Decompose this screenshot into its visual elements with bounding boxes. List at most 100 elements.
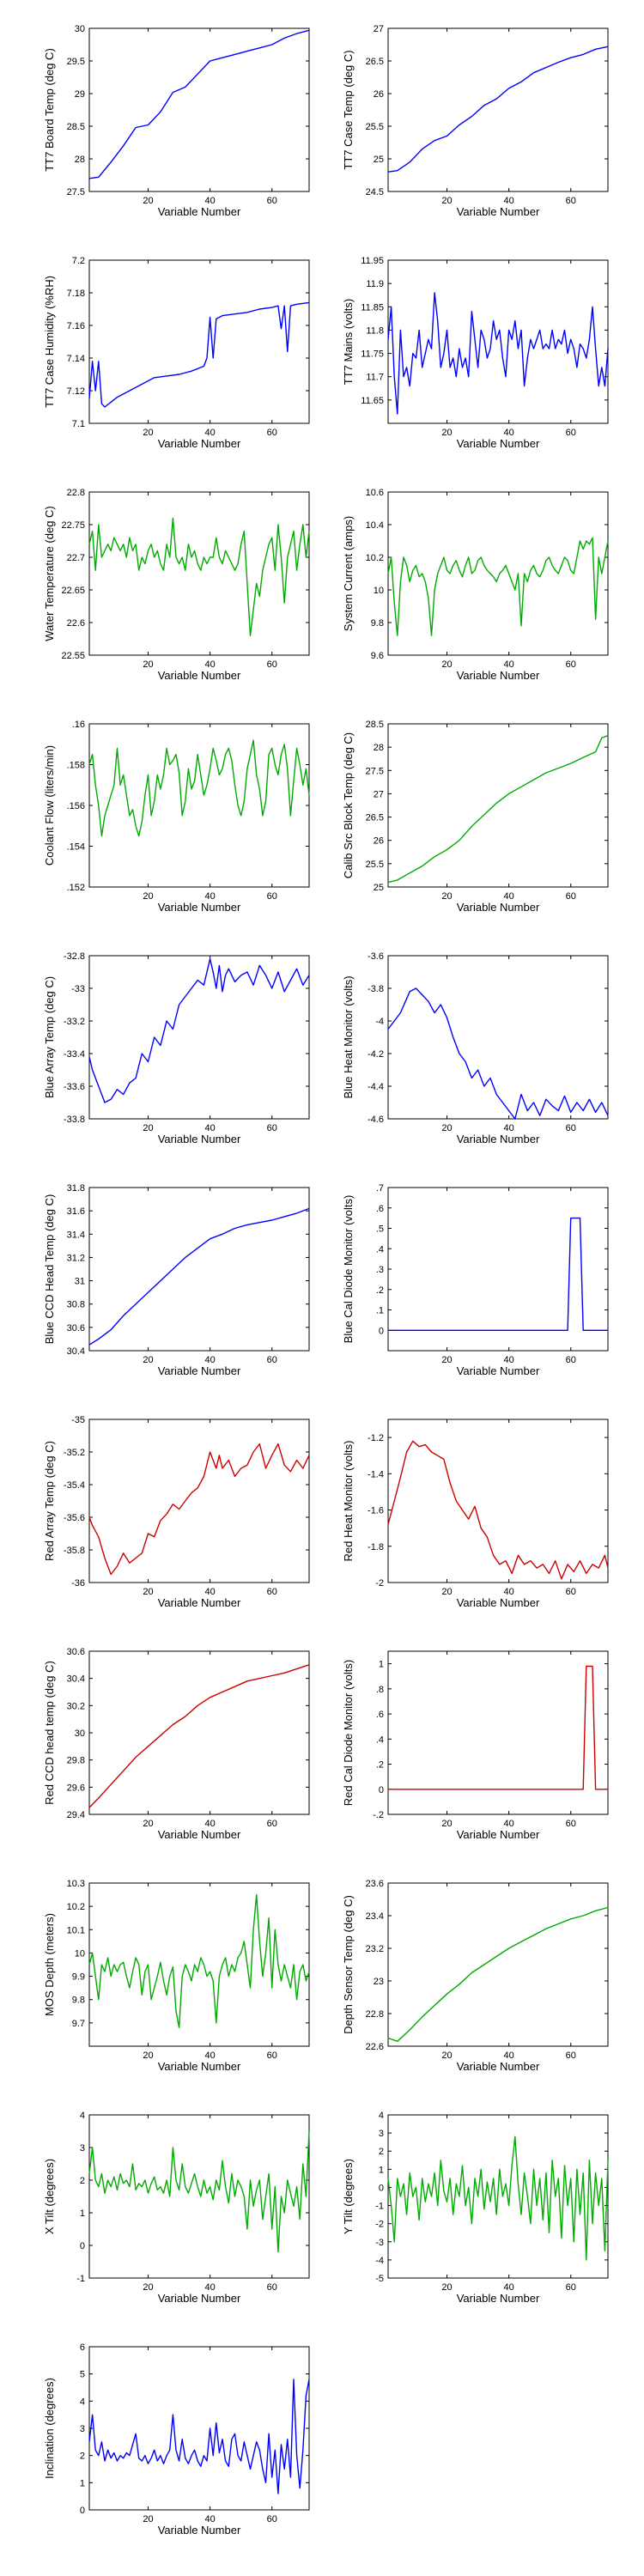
y-tick-label: 10 — [374, 586, 384, 596]
y-tick-label: .152 — [67, 883, 85, 893]
x-tick-label: 40 — [503, 1123, 513, 1133]
chart-8: 20 40 60 25 25.5 26 26.5 27 27.5 28 28.5 Variable N… — [342, 720, 609, 914]
series-line — [387, 537, 609, 636]
y-tick-label: 29.4 — [67, 1810, 85, 1820]
x-tick-label: 20 — [143, 1123, 153, 1133]
y-tick-label: .4 — [376, 1735, 384, 1745]
y-tick-label: .158 — [67, 761, 85, 771]
y-tick-label: .6 — [376, 1204, 384, 1214]
y-tick-label: 22.55 — [61, 651, 85, 661]
x-tick-label: 60 — [566, 2050, 576, 2061]
y-tick-label: -1.4 — [368, 1469, 384, 1479]
y-tick-label: 30.8 — [67, 1300, 85, 1310]
chart-7: 20 40 60 .152 .154 .156 .158 .16 Variable Number… — [43, 720, 310, 914]
series-line — [387, 292, 609, 415]
y-tick-label: -36 — [71, 1578, 85, 1589]
y-tick-label: 28 — [374, 743, 384, 753]
x-axis-label: Variable Number — [158, 1133, 241, 1145]
chart-5: 20 40 60 22.55 22.6 22.65 22.7 22.75 22.8 Variabl… — [43, 488, 310, 682]
y-axis-label: Blue Cal Diode Monitor (volts) — [342, 1195, 355, 1344]
x-tick-label: 60 — [267, 1123, 277, 1133]
y-tick-label: .16 — [72, 720, 85, 730]
x-axis-label: Variable Number — [158, 2292, 241, 2305]
y-axis-label: Coolant Flow (liters/min) — [43, 745, 56, 866]
x-tick-label: 60 — [267, 2282, 277, 2293]
y-tick-label: -32.8 — [64, 951, 85, 962]
x-axis-label: Variable Number — [158, 901, 241, 914]
x-tick-label: 40 — [503, 2282, 513, 2293]
y-tick-label: 9.9 — [72, 1972, 85, 1983]
x-axis-label: Variable Number — [457, 437, 540, 450]
y-tick-label: 11.9 — [366, 279, 384, 289]
y-tick-label: 25 — [374, 155, 384, 165]
y-tick-label: -4.6 — [368, 1115, 384, 1125]
y-tick-label: 26 — [374, 836, 384, 847]
plot-area — [88, 2346, 310, 2511]
y-tick-label: 27.5 — [67, 187, 85, 197]
x-tick-label: 60 — [267, 428, 277, 438]
chart-15: 20 40 60 29.4 29.6 29.8 30 30.2 30.4 30.6 Variable… — [43, 1647, 310, 1841]
series-line — [388, 1217, 608, 1332]
y-tick-label: 9.8 — [371, 618, 384, 629]
y-tick-label: -33.4 — [64, 1049, 85, 1060]
x-tick-label: 40 — [204, 196, 215, 206]
chart-21: 20 40 60 0 1 2 3 4 5 6 Variable Number Inclination … — [43, 2342, 310, 2537]
y-tick-label: 24.5 — [366, 187, 384, 197]
y-tick-label: 23.2 — [366, 1944, 384, 1954]
y-tick-label: 0 — [379, 1785, 384, 1795]
x-tick-label: 20 — [441, 659, 452, 670]
x-tick-label: 60 — [566, 1587, 576, 1597]
y-axis-label: Blue Array Temp (deg C) — [43, 976, 56, 1098]
x-tick-label: 20 — [441, 2282, 452, 2293]
plot-area — [387, 1187, 609, 1352]
x-tick-label: 20 — [441, 1587, 452, 1597]
y-tick-label: -.2 — [373, 1810, 384, 1820]
y-tick-label: -33.2 — [64, 1017, 85, 1027]
y-tick-label: 11.75 — [361, 349, 384, 360]
y-tick-label: 26.5 — [366, 813, 384, 823]
chart-3: 20 40 60 7.1 7.12 7.14 7.16 7.18 7.2 Variable Num… — [43, 256, 310, 450]
y-tick-label: 22.65 — [61, 586, 85, 596]
plot-area — [387, 1650, 609, 1815]
y-tick-label: 25.5 — [366, 860, 384, 870]
y-axis-label: Blue Heat Monitor (volts) — [342, 975, 355, 1098]
y-tick-label: -2 — [375, 2220, 384, 2230]
x-tick-label: 40 — [503, 1355, 513, 1365]
x-tick-label: 60 — [267, 196, 277, 206]
x-axis-label: Variable Number — [457, 669, 540, 682]
x-tick-label: 40 — [503, 1819, 513, 1829]
chart-16: 20 40 60 -.2 0 .2 .4 .6 .8 1 Variable Number Red Ca… — [342, 1650, 609, 1841]
y-tick-label: 0 — [379, 2183, 384, 2193]
y-tick-label: 0 — [80, 2241, 85, 2251]
series-line — [88, 1893, 310, 2029]
chart-19: 20 40 60 -1 0 1 2 3 4 Variable Number X Tilt (degr… — [43, 2111, 310, 2305]
x-axis-label: Variable Number — [457, 2060, 540, 2073]
x-tick-label: 20 — [143, 1819, 153, 1829]
chart-20: 20 40 60 -5 -4 -3 -2 -1 0 1 2 3 4 Variable Number Y Ti… — [342, 2111, 609, 2305]
x-axis-label: Variable Number — [158, 205, 241, 218]
y-tick-label: 30.6 — [67, 1647, 85, 1657]
plot-area — [88, 1187, 310, 1352]
y-tick-label: 9.6 — [371, 651, 384, 661]
y-axis-label: Y Tilt (degrees) — [342, 2159, 355, 2234]
y-tick-label: 28 — [75, 155, 85, 165]
y-tick-label: 27.5 — [366, 766, 384, 776]
x-tick-label: 60 — [267, 2050, 277, 2061]
y-tick-label: 27 — [374, 789, 384, 799]
series-line — [387, 987, 609, 1120]
chart-10: 20 40 60 -4.6 -4.4 -4.2 -4 -3.8 -3.6 Variable Num… — [342, 951, 609, 1145]
y-tick-label: 10 — [75, 1948, 85, 1959]
x-axis-label: Variable Number — [457, 1364, 540, 1377]
y-axis-label: X Tilt (degrees) — [43, 2159, 56, 2234]
y-tick-label: 10.1 — [67, 1925, 85, 1935]
x-tick-label: 20 — [143, 891, 153, 902]
y-tick-label: .4 — [376, 1244, 384, 1255]
x-axis-label: Variable Number — [457, 2292, 540, 2305]
chart-11: 20 40 60 30.4 30.6 30.8 31 31.2 31.4 31.6 31.8 Vari… — [43, 1183, 310, 1377]
y-tick-label: 29.6 — [67, 1783, 85, 1793]
plot-area — [387, 27, 609, 192]
y-tick-label: .8 — [376, 1685, 384, 1695]
x-tick-label: 60 — [566, 659, 576, 670]
x-tick-label: 20 — [143, 1587, 153, 1597]
y-tick-label: 10.4 — [366, 520, 384, 531]
